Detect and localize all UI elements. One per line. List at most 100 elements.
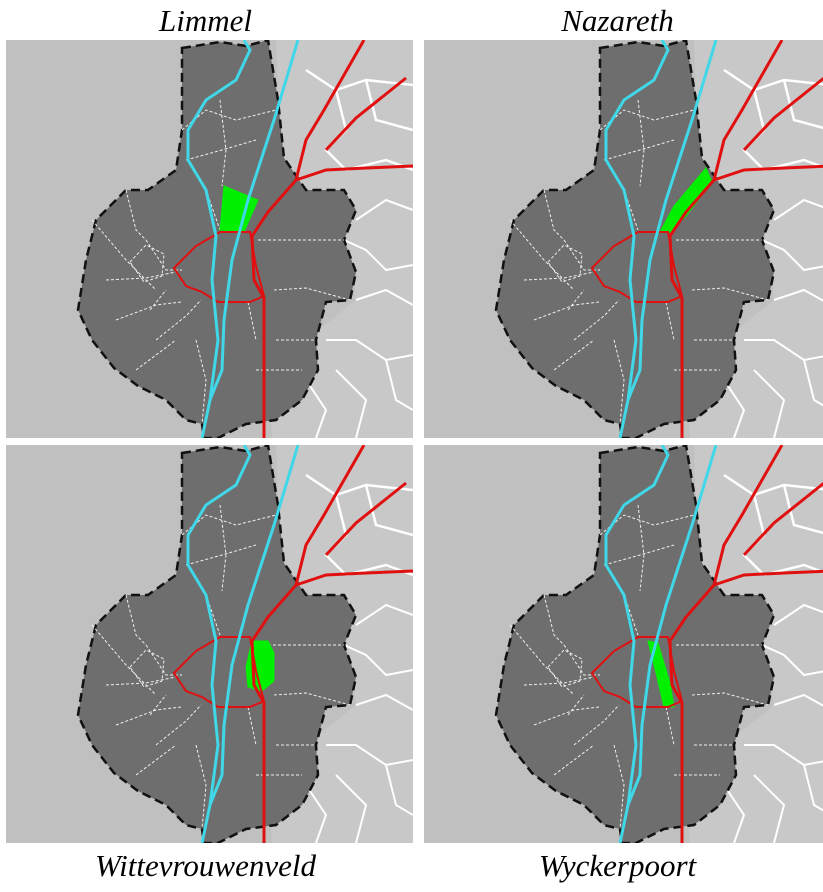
neighbourhood-boundary xyxy=(91,624,157,696)
road xyxy=(713,569,823,587)
neighbourhood-boundary xyxy=(523,676,595,686)
outer-boundary-line xyxy=(335,369,368,438)
road xyxy=(295,569,413,587)
road xyxy=(668,40,784,438)
neighbourhood-boundary xyxy=(155,299,202,341)
road xyxy=(324,76,407,152)
neighbourhood-boundary xyxy=(533,706,600,726)
neighbourhood-boundary xyxy=(247,301,257,341)
neighbourhood-boundary xyxy=(543,594,565,646)
outer-boundary-line xyxy=(782,79,823,130)
outer-boundary-line xyxy=(364,79,413,132)
neighbourhood-boundary xyxy=(509,624,575,696)
neighbourhood-boundary xyxy=(523,271,595,281)
neighbourhood-boundary xyxy=(149,694,167,716)
outer-boundary-line xyxy=(305,473,413,497)
neighbourhood-boundary xyxy=(691,287,769,301)
outer-boundary-line xyxy=(761,644,823,677)
outer-boundary-line xyxy=(753,774,786,843)
neighbourhood-boundary xyxy=(155,704,202,746)
neighbourhood-boundary xyxy=(637,99,645,187)
neighbourhood-boundary xyxy=(115,706,182,726)
outer-boundary-line xyxy=(326,744,413,767)
neighbourhood-boundary xyxy=(563,239,600,271)
river-maas xyxy=(604,40,670,438)
neighbourhood-boundary xyxy=(573,704,620,746)
road xyxy=(295,164,413,182)
neighbourhood-boundary xyxy=(509,219,575,291)
caption-nazareth: Nazareth xyxy=(561,3,674,38)
neighbourhood-boundary xyxy=(533,301,600,321)
river-maas xyxy=(604,445,670,843)
neighbourhood-boundary xyxy=(185,139,257,161)
neighbourhood-boundary xyxy=(185,544,257,566)
neighbourhood-boundary xyxy=(273,287,351,301)
neighbourhood-boundary xyxy=(637,504,645,592)
road xyxy=(742,76,823,152)
neighbourhood-boundary xyxy=(543,189,565,241)
neighbourhood-boundary xyxy=(195,744,207,830)
outer-boundary-line xyxy=(723,68,823,92)
outer-boundary-line xyxy=(326,339,413,362)
river-maas-east xyxy=(208,445,300,806)
neighbourhood-boundary xyxy=(145,644,182,676)
neighbourhood-boundary xyxy=(247,706,257,746)
river-maas xyxy=(186,445,252,843)
outer-boundary-line xyxy=(803,359,823,407)
outer-boundary-line xyxy=(753,369,786,438)
outer-boundary-line xyxy=(773,693,823,707)
river-maas xyxy=(186,40,252,438)
outer-boundary-line xyxy=(773,288,823,302)
neighbourhood-boundary xyxy=(195,339,207,425)
river-maas-east xyxy=(208,40,300,401)
caption-wittevrouwenveld: Wittevrouwenveld xyxy=(95,848,316,883)
neighbourhood-boundary xyxy=(105,271,177,281)
neighbourhood-boundary xyxy=(603,139,675,161)
outer-boundary-line xyxy=(385,764,413,816)
outer-boundary-line xyxy=(364,484,413,537)
neighbourhood-boundary xyxy=(691,692,769,706)
outer-municipalities xyxy=(268,445,413,843)
map-panel-wyckerpoort xyxy=(424,445,823,843)
neighbourhood-boundary xyxy=(603,544,675,566)
outer-boundary-line xyxy=(343,644,413,677)
outer-boundary-line xyxy=(355,198,413,221)
neighbourhood-boundary xyxy=(553,339,595,371)
outer-boundary-line xyxy=(723,379,746,438)
outer-boundary-line xyxy=(773,603,823,626)
caption-wyckerpoort: Wyckerpoort xyxy=(538,848,697,883)
highlighted-neighbourhood xyxy=(647,640,675,708)
neighbourhood-boundary xyxy=(665,706,675,746)
outer-boundary-line xyxy=(782,484,823,535)
neighbourhood-boundary xyxy=(125,594,147,646)
outer-boundary-line xyxy=(305,68,413,92)
neighbourhood-boundary xyxy=(567,289,585,311)
neighbourhood-boundary xyxy=(149,289,167,311)
outer-boundary-line xyxy=(343,239,413,272)
outer-boundary-line xyxy=(355,603,413,626)
neighbourhood-boundary xyxy=(613,339,625,425)
neighbourhood-boundary xyxy=(665,301,675,341)
outer-boundary-line xyxy=(385,359,413,411)
outer-boundary-line xyxy=(803,764,823,812)
road xyxy=(713,164,823,182)
neighbourhood-boundary xyxy=(567,694,585,716)
neighbourhood-boundary xyxy=(91,219,157,291)
neighbourhood-boundary xyxy=(145,239,182,271)
map-panel-wittevrouwenveld xyxy=(6,445,413,843)
neighbourhood-boundary xyxy=(135,339,177,371)
neighbourhood-boundary xyxy=(613,744,625,830)
caption-limmel: Limmel xyxy=(159,3,252,38)
road xyxy=(668,445,784,843)
neighbourhood-boundary xyxy=(273,692,351,706)
outer-boundary-line xyxy=(723,784,746,843)
road xyxy=(250,40,366,438)
neighbourhood-boundary xyxy=(219,504,227,592)
map-panel-nazareth xyxy=(424,40,823,438)
outer-municipalities xyxy=(268,40,413,438)
outer-municipalities xyxy=(686,445,823,843)
outer-boundary-line xyxy=(723,473,823,497)
road xyxy=(250,445,366,843)
river-maas-east xyxy=(626,445,718,806)
neighbourhood-boundary xyxy=(135,744,177,776)
